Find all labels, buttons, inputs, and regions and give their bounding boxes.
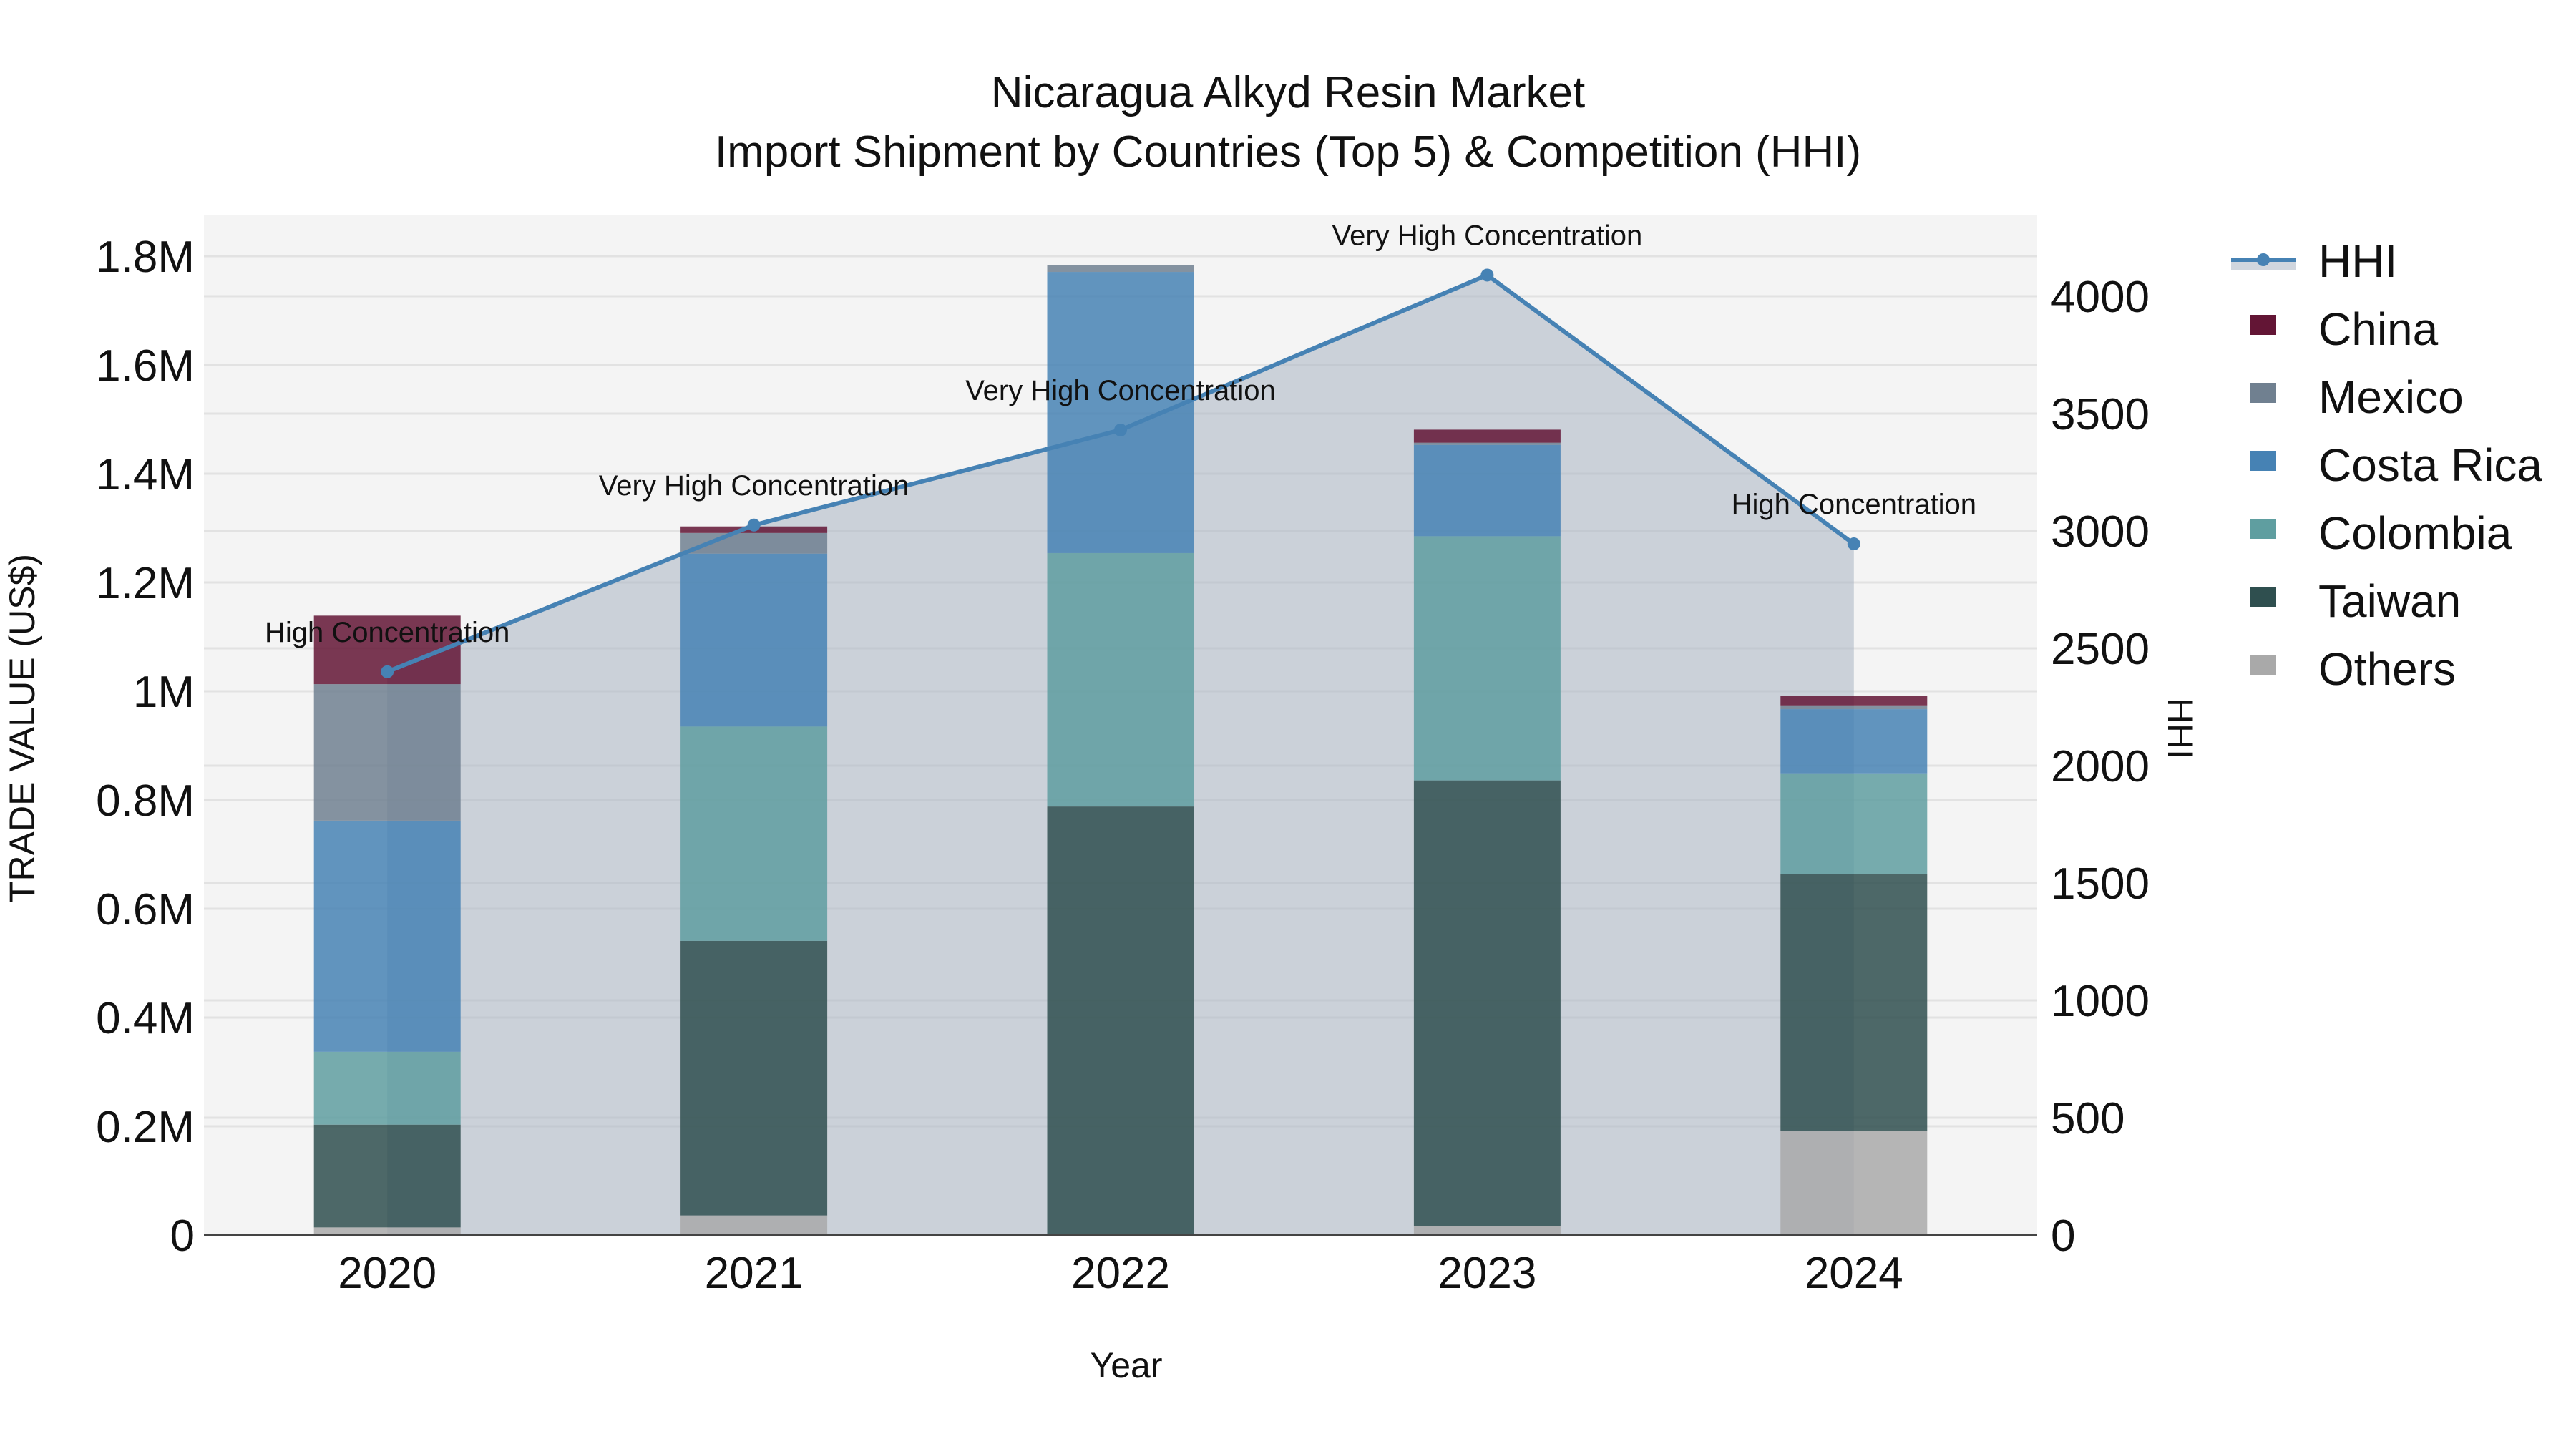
bar-segment-taiwan[interactable] [680,940,828,1216]
bar-segment-colombia[interactable] [1047,552,1194,807]
y2-tick-label: 3500 [2051,390,2150,439]
bar-segment-costa-rica[interactable] [1047,272,1194,553]
y-tick-label: 0.8M [96,776,195,826]
legend-label: HHI [2318,235,2397,287]
bar-segment-colombia[interactable] [313,1051,461,1125]
bar-segment-mexico[interactable] [1780,705,1928,710]
hhi-marker[interactable] [1114,423,1127,436]
y-tick-label: 0.4M [96,994,195,1043]
bar-segment-taiwan[interactable] [1413,780,1561,1226]
hhi-marker[interactable] [747,518,761,532]
chart-title: Nicaragua Alkyd Resin Market [991,68,1585,117]
y2-tick-label: 500 [2051,1094,2124,1143]
y-axis-ticks: 0 0.2M 0.4M 0.6M 0.8M 1M 1.2M 1.4M 1.6M 1.8M [96,233,195,1261]
y2-tick-label: 1500 [2051,859,2150,909]
legend-label: China [2318,303,2439,355]
bar-segment-costa-rica[interactable] [1780,709,1928,774]
bar-segment-taiwan[interactable] [1047,806,1194,1235]
chart-subtitle: Import Shipment by Countries (Top 5) & C… [715,127,1861,177]
x-tick-label: 2023 [1438,1249,1536,1298]
bar-stack-2022 [1047,265,1194,1235]
hhi-annotation: Very High Concentration [1332,220,1643,251]
bar-stack-2021 [680,526,828,1235]
swatch-icon [2250,587,2276,607]
hhi-marker[interactable] [1847,537,1860,551]
bar-segment-taiwan[interactable] [1780,874,1928,1131]
y-tick-label: 1.6M [96,341,195,391]
hhi-marker[interactable] [1480,268,1494,282]
x-tick-label: 2020 [338,1249,436,1298]
bar-segment-mexico[interactable] [1047,265,1194,273]
marker-icon [2257,253,2270,266]
legend-label: Mexico [2318,371,2464,423]
bar-segment-china[interactable] [1780,696,1928,706]
bar-segment-costa-rica[interactable] [1413,444,1561,537]
x-tick-label: 2024 [1805,1249,1903,1298]
y2-axis-ticks: 0 500 1000 1500 2000 2500 3000 3500 4000 [2051,273,2150,1261]
y-tick-label: 1.8M [96,233,195,282]
y-axis-title: TRADE VALUE (US$) [2,554,42,903]
x-axis-ticks: 2020 2021 2022 2023 2024 [338,1249,1903,1298]
hhi-annotation: High Concentration [1732,489,1976,520]
bar-segment-costa-rica[interactable] [680,553,828,727]
y2-tick-label: 3000 [2051,507,2150,557]
swatch-icon [2250,519,2276,539]
legend-item-costa-rica[interactable]: Costa Rica [2250,439,2542,491]
y-tick-label: 0 [170,1211,195,1261]
y2-tick-label: 2000 [2051,742,2150,791]
hhi-annotation: Very High Concentration [599,470,909,502]
hhi-annotation: High Concentration [265,617,509,648]
swatch-icon [2250,451,2276,471]
legend-item-taiwan[interactable]: Taiwan [2250,575,2461,627]
bar-segment-others[interactable] [1780,1131,1928,1235]
y2-tick-label: 0 [2051,1211,2075,1261]
legend-item-colombia[interactable]: Colombia [2250,507,2512,559]
legend-item-others[interactable]: Others [2250,643,2456,695]
bar-segment-others[interactable] [313,1227,461,1235]
y2-tick-label: 2500 [2051,625,2150,674]
x-axis-title: Year [1090,1345,1162,1385]
bar-segment-costa-rica[interactable] [313,820,461,1052]
legend-label: Colombia [2318,507,2512,559]
x-tick-label: 2022 [1071,1249,1170,1298]
hhi-annotations: High Concentration Very High Concentratio… [265,220,1976,648]
bar-segment-mexico[interactable] [1413,442,1561,445]
y-tick-label: 1.4M [96,450,195,499]
bar-segment-colombia[interactable] [1780,773,1928,874]
hhi-line [381,268,1860,678]
hhi-marker[interactable] [381,665,394,678]
swatch-icon [2250,383,2276,403]
bar-stack-2024 [1780,696,1928,1235]
bar-segment-others[interactable] [1413,1226,1561,1235]
legend-label: Costa Rica [2318,439,2542,491]
legend-item-china[interactable]: China [2250,303,2439,355]
bar-segment-taiwan[interactable] [313,1124,461,1228]
legend-label: Others [2318,643,2456,695]
bar-stack-2020 [313,615,461,1235]
y-tick-label: 1M [133,668,195,717]
bar-segment-mexico[interactable] [313,684,461,821]
swatch-icon [2250,315,2276,335]
bar-segment-colombia[interactable] [1413,536,1561,781]
y-tick-label: 0.6M [96,885,195,935]
y2-tick-label: 1000 [2051,977,2150,1026]
bar-stacks [313,265,1928,1235]
swatch-icon [2250,655,2276,675]
legend-item-hhi[interactable]: HHI [2231,235,2397,287]
x-tick-label: 2021 [705,1249,804,1298]
y-tick-label: 0.2M [96,1103,195,1152]
bar-segment-china[interactable] [1413,429,1561,443]
hhi-annotation: Very High Concentration [965,375,1276,406]
legend-label: Taiwan [2318,575,2461,627]
legend-item-mexico[interactable]: Mexico [2250,371,2464,423]
y-tick-label: 1.2M [96,559,195,608]
y2-axis-title: HHI [2160,698,2200,759]
bar-stack-2023 [1413,429,1561,1235]
bar-segment-colombia[interactable] [680,726,828,941]
bar-segment-others[interactable] [680,1215,828,1235]
y2-tick-label: 4000 [2051,273,2150,322]
legend: HHI China Mexico Costa Rica Colombia Taiwan Ot… [2231,235,2542,695]
